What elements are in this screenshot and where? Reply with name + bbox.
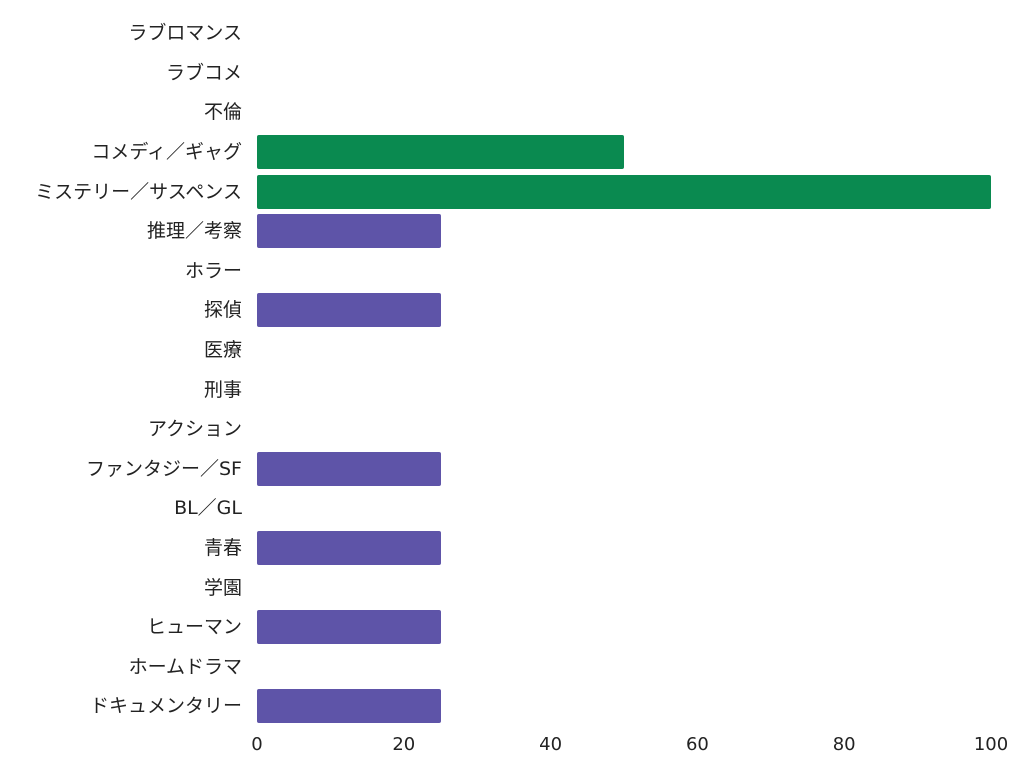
category-label: 学園 <box>203 576 242 599</box>
x-tick-label: 100 <box>973 734 1009 755</box>
category-label: 推理／考察 <box>146 220 242 243</box>
x-tick-label: 80 <box>832 734 856 755</box>
bar <box>257 293 441 328</box>
bar <box>257 689 441 724</box>
category-label: 不倫 <box>203 101 242 124</box>
category-label: ラブコメ <box>165 61 242 84</box>
category-label: ミステリー／サスペンス <box>35 180 242 203</box>
x-tick-label: 60 <box>685 734 709 755</box>
bar <box>257 451 441 486</box>
category-label: 探偵 <box>203 299 242 322</box>
category-label: BL／GL <box>174 497 242 520</box>
bar <box>257 610 441 645</box>
category-label: ラブロマンス <box>128 22 242 45</box>
category-label: ホームドラマ <box>128 655 242 678</box>
bar <box>257 214 441 249</box>
x-tick-label: 40 <box>539 734 563 755</box>
bar <box>257 174 991 209</box>
category-label: 医療 <box>203 339 242 361</box>
category-label: ホラー <box>184 259 242 282</box>
category-label: ファンタジー／SF <box>86 457 242 480</box>
x-tick-label: 20 <box>392 734 416 755</box>
category-label: ヒューマン <box>146 616 242 639</box>
category-label: コメディ／ギャグ <box>91 141 242 163</box>
bar <box>257 531 441 565</box>
bar <box>257 135 624 169</box>
category-label: 刑事 <box>203 378 242 401</box>
x-tick-label: 0 <box>251 734 263 755</box>
category-label: アクション <box>147 418 242 441</box>
category-label: ドキュメンタリー <box>89 695 242 718</box>
category-label: 青春 <box>203 537 242 559</box>
